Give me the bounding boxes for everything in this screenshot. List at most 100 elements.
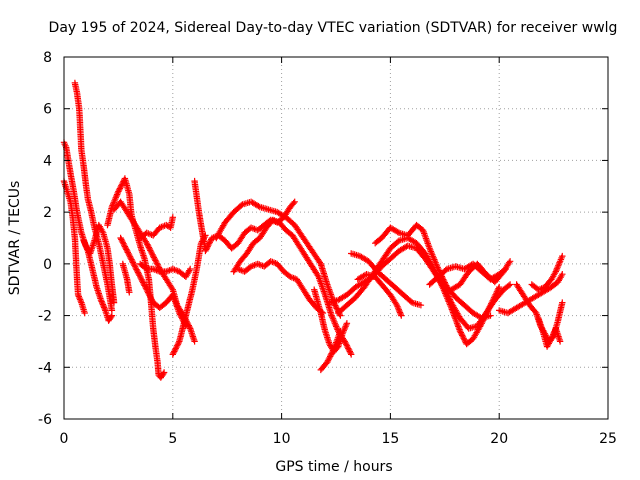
y-tick-label: 4 (43, 153, 52, 169)
data-point (141, 282, 148, 289)
data-point (148, 296, 155, 303)
data-point (126, 289, 133, 296)
data-markers (60, 79, 566, 381)
data-point (342, 323, 349, 330)
data-point (137, 273, 144, 280)
data-point (506, 258, 514, 265)
series-track-12 (191, 177, 209, 252)
data-point (492, 291, 499, 298)
data-point (486, 303, 493, 310)
data-point (171, 346, 179, 354)
data-point (147, 248, 155, 255)
data-point (555, 262, 562, 269)
data-point (324, 358, 331, 366)
series-track-23 (372, 221, 494, 322)
data-point (316, 259, 323, 266)
y-tick-label: -4 (38, 360, 52, 376)
data-point (134, 267, 141, 275)
data-point (126, 253, 134, 260)
data-point (314, 272, 321, 279)
data-point (442, 280, 449, 288)
data-point (456, 327, 464, 335)
data-point (169, 351, 176, 358)
data-point (325, 356, 332, 363)
x-tick-label: 20 (490, 431, 508, 447)
data-point (146, 292, 153, 299)
data-point (139, 279, 147, 286)
data-point (143, 286, 150, 293)
data-point (479, 318, 486, 325)
data-point (145, 244, 153, 251)
y-tick-label: 8 (43, 50, 52, 66)
data-point (548, 334, 556, 341)
data-point (394, 228, 401, 236)
data-point (205, 242, 212, 249)
data-point (82, 241, 89, 249)
data-point (169, 214, 176, 221)
data-point (176, 309, 183, 317)
data-point (142, 283, 149, 290)
data-point (119, 239, 126, 246)
data-point (346, 348, 353, 355)
data-point (118, 236, 125, 243)
data-point (345, 346, 353, 354)
data-point (441, 279, 448, 286)
data-point (460, 335, 467, 342)
data-point (559, 252, 566, 260)
x-tick-label: 0 (60, 431, 69, 447)
data-point (204, 243, 211, 250)
y-tick-label: 2 (43, 205, 52, 221)
data-point (110, 199, 117, 206)
data-point (559, 271, 566, 278)
chart-title: Day 195 of 2024, Sidereal Day-to-day VTE… (49, 20, 618, 36)
data-point (139, 277, 146, 285)
data-point (115, 188, 122, 195)
data-point (147, 295, 155, 302)
data-point (187, 265, 194, 273)
data-point (144, 242, 152, 250)
data-point (138, 276, 145, 283)
data-point (173, 344, 180, 351)
data-point (186, 323, 193, 331)
data-point (136, 272, 143, 279)
data-point (81, 238, 88, 246)
data-point (556, 338, 564, 345)
data-point (115, 186, 123, 194)
series-track-2 (71, 79, 116, 314)
data-point (143, 240, 150, 247)
data-point (329, 347, 337, 354)
data-point (488, 300, 495, 307)
data-point (153, 260, 160, 267)
data-point (113, 192, 120, 200)
data-point (150, 252, 157, 260)
data-point (142, 285, 150, 292)
y-tick-label: 0 (43, 257, 52, 273)
data-point (459, 332, 466, 339)
data-point (160, 370, 167, 377)
data-point (487, 302, 494, 309)
data-point (490, 296, 497, 303)
data-point (457, 329, 464, 336)
data-point (175, 339, 182, 347)
data-point (290, 199, 297, 207)
y-axis-title: SDTVAR / TECUs (7, 181, 23, 296)
data-point (488, 299, 496, 306)
data-point (144, 241, 151, 248)
data-point (489, 297, 496, 304)
data-point (99, 228, 106, 235)
series-track-7 (117, 234, 190, 330)
data-point (417, 302, 425, 309)
data-point (174, 342, 181, 349)
data-point (171, 348, 178, 355)
data-point (120, 240, 127, 247)
data-point (149, 251, 156, 258)
data-point (554, 264, 561, 271)
data-point (392, 300, 400, 307)
data-point (347, 349, 354, 357)
data-point (126, 252, 133, 259)
data-point (101, 305, 108, 313)
data-point (343, 320, 351, 327)
data-point (206, 239, 213, 246)
data-point (123, 246, 130, 253)
